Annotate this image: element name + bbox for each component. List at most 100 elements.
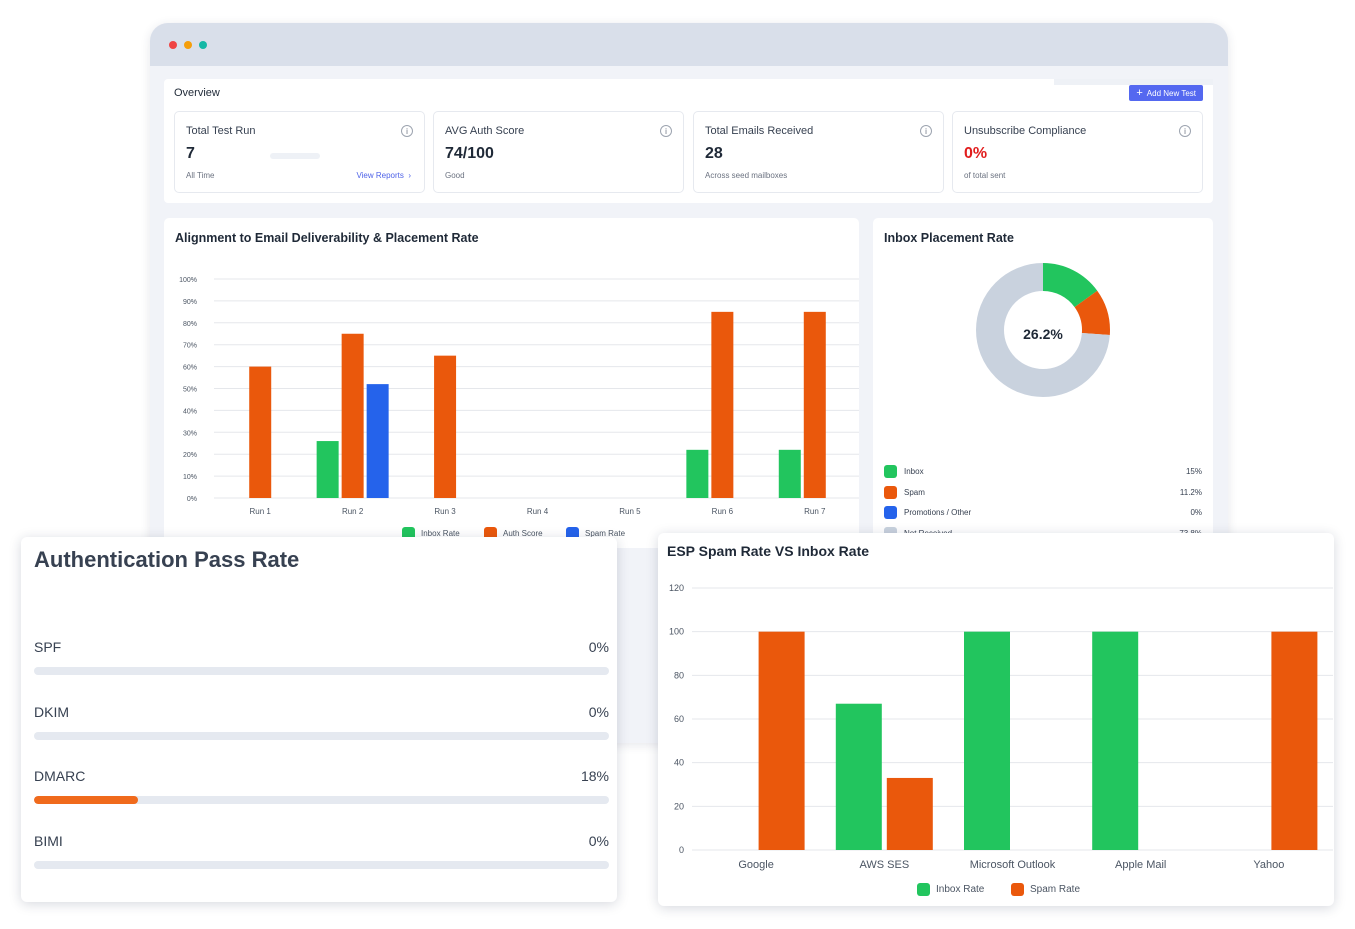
- chevron-right-icon: ›: [408, 171, 411, 180]
- legend-row-promotions: Promotions / Other 0%: [884, 505, 1202, 519]
- x-tick-label: Run 2: [342, 507, 364, 516]
- donut-slice: [976, 263, 1110, 397]
- y-tick-label: 80: [674, 670, 684, 680]
- esp-chart: 0 20 40 60 80 100 120 Google AWS SES Microsoft Ou…: [669, 583, 1333, 871]
- x-tick-label: Run 6: [712, 507, 734, 516]
- info-icon[interactable]: i: [920, 125, 932, 137]
- x-tick-label: Run 1: [250, 507, 272, 516]
- stat-card-avg-auth-score: AVG Auth Score i 74/100 Good: [433, 111, 684, 193]
- esp-card-title: ESP Spam Rate VS Inbox Rate: [667, 543, 870, 559]
- minimize-window-dot[interactable]: [184, 41, 192, 49]
- legend-value: 0%: [1190, 507, 1202, 517]
- stat-sub: Good: [445, 171, 465, 180]
- x-tick-label: Apple Mail: [1115, 859, 1166, 871]
- legend-item[interactable]: Spam Rate: [1011, 883, 1080, 896]
- legend-swatch: [884, 505, 897, 519]
- legend-item[interactable]: Inbox Rate: [917, 883, 984, 896]
- legend-row-spam: Spam 11.2%: [884, 485, 1202, 499]
- auth-row-dmarc: DMARC 18%: [34, 768, 609, 808]
- add-new-test-button[interactable]: + Add New Test: [1129, 85, 1203, 101]
- bar: [434, 355, 457, 498]
- inbox-placement-title: Inbox Placement Rate: [884, 231, 1014, 245]
- y-tick-label: 100%: [179, 277, 197, 284]
- auth-row-bimi: BIMI 0%: [34, 833, 609, 873]
- authentication-pass-rate-card: Authentication Pass Rate SPF 0% DKIM 0% …: [21, 537, 617, 902]
- y-tick-label: 50%: [183, 387, 197, 394]
- y-tick-label: 40%: [183, 408, 197, 415]
- auth-progress-track: [34, 861, 609, 869]
- x-tick-label: Google: [738, 859, 773, 871]
- bar: [886, 777, 933, 850]
- auth-row-name: BIMI: [34, 833, 63, 849]
- stat-card-total-test-run: Total Test Run i 7 All Time View Reports…: [174, 111, 425, 193]
- add-new-test-label: Add New Test: [1146, 88, 1196, 98]
- bar: [964, 631, 1010, 850]
- overview-title: Overview: [174, 87, 220, 99]
- x-tick-label: Run 3: [434, 507, 456, 516]
- legend-label: Spam: [904, 487, 925, 497]
- auth-row-dkim: DKIM 0%: [34, 704, 609, 744]
- x-tick-label: Microsoft Outlook: [970, 859, 1056, 871]
- y-tick-label: 20: [674, 801, 684, 811]
- legend-swatch: [917, 883, 930, 896]
- stat-label: AVG Auth Score: [445, 125, 525, 137]
- auth-row-pct: 18%: [580, 768, 609, 784]
- window-titlebar: [150, 23, 1228, 66]
- stat-value: 74/100: [445, 145, 494, 162]
- bar: [835, 703, 882, 850]
- auth-row-pct: 0%: [588, 704, 609, 720]
- x-tick-label: Run 4: [527, 507, 549, 516]
- stat-value: 28: [705, 145, 723, 162]
- y-tick-label: 90%: [183, 299, 197, 306]
- legend-item[interactable]: Auth Score: [484, 527, 543, 540]
- info-icon[interactable]: i: [401, 125, 413, 137]
- info-icon[interactable]: i: [660, 125, 672, 137]
- stat-card-unsubscribe-compliance: Unsubscribe Compliance i 0% of total sen…: [952, 111, 1203, 193]
- auth-progress-track: [34, 732, 609, 740]
- legend-swatch: [566, 527, 579, 540]
- legend-row-inbox: Inbox 15%: [884, 464, 1202, 478]
- legend-item[interactable]: Inbox Rate: [402, 527, 460, 540]
- legend-label: Inbox Rate: [936, 884, 985, 895]
- auth-row-name: DMARC: [34, 768, 86, 784]
- stat-value: 7: [186, 145, 195, 162]
- maximize-window-dot[interactable]: [199, 41, 207, 49]
- bar: [778, 449, 801, 498]
- donut-center-label: 26.2%: [1023, 326, 1063, 342]
- stat-sub: All Time: [186, 171, 215, 180]
- legend-label: Auth Score: [503, 529, 543, 538]
- overview-section: Overview + Add New Test Total Test Run i…: [164, 79, 1213, 203]
- close-window-dot[interactable]: [169, 41, 177, 49]
- auth-progress-fill: [34, 796, 138, 804]
- view-reports-label: View Reports: [356, 171, 404, 180]
- y-tick-label: 0: [679, 845, 684, 855]
- auth-row-pct: 0%: [588, 639, 609, 655]
- stat-card-total-emails-received: Total Emails Received i 28 Across seed m…: [693, 111, 944, 193]
- legend-swatch: [484, 527, 497, 540]
- bar: [1271, 631, 1318, 850]
- legend-swatch: [1011, 883, 1024, 896]
- y-tick-label: 80%: [183, 321, 197, 328]
- y-tick-label: 70%: [183, 343, 197, 350]
- legend-label: Inbox Rate: [421, 529, 460, 538]
- stat-sub: Across seed mailboxes: [705, 171, 788, 180]
- legend-item[interactable]: Spam Rate: [566, 527, 625, 540]
- loading-placeholder: [270, 153, 320, 159]
- legend-label: Spam Rate: [585, 529, 626, 538]
- auth-progress-track: [34, 667, 609, 675]
- info-icon[interactable]: i: [1179, 125, 1191, 137]
- x-tick-label: AWS SES: [859, 859, 909, 871]
- inbox-placement-panel: Inbox Placement Rate 26.2% Inbox 15% Spa…: [873, 218, 1213, 548]
- y-tick-label: 40: [674, 758, 684, 768]
- auth-row-spf: SPF 0%: [34, 639, 609, 679]
- y-tick-label: 20%: [183, 452, 197, 459]
- bar: [341, 333, 364, 498]
- inbox-placement-donut: [976, 263, 1110, 397]
- bar: [1092, 631, 1139, 850]
- y-tick-label: 100: [669, 627, 684, 637]
- stat-label: Total Emails Received: [705, 125, 814, 137]
- legend-swatch: [402, 527, 415, 540]
- view-reports-link[interactable]: View Reports ›: [356, 171, 411, 180]
- stat-label: Total Test Run: [186, 125, 256, 137]
- stat-sub: of total sent: [964, 171, 1006, 180]
